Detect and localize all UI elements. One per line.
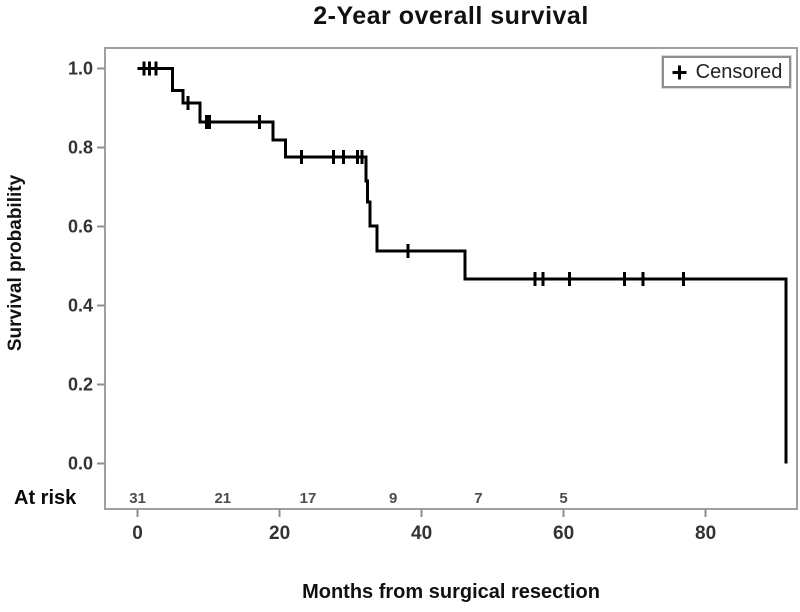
legend-censored: Censored	[662, 56, 791, 88]
at-risk-count: 9	[389, 490, 397, 507]
y-axis-tick-label: 0.6	[68, 216, 93, 236]
y-axis-tick-label: 0.8	[68, 137, 93, 157]
at-risk-count: 21	[214, 490, 231, 507]
x-axis-tick-label: 40	[411, 523, 432, 544]
at-risk-count: 31	[129, 490, 146, 507]
chart-title: 2-Year overall survival	[313, 2, 589, 30]
x-axis-tick-label: 80	[695, 523, 716, 544]
x-axis-tick-label: 0	[132, 523, 143, 544]
y-axis-tick-label: 0.2	[68, 374, 93, 394]
y-axis-tick-label: 0.4	[68, 295, 93, 315]
at-risk-count: 17	[300, 490, 317, 507]
at-risk-label: At risk	[14, 487, 77, 509]
at-risk-count: 7	[474, 490, 482, 507]
x-axis-tick-label: 60	[553, 523, 574, 544]
censored-plus-icon	[672, 65, 687, 79]
plot-border	[104, 47, 798, 510]
legend-label: Censored	[695, 61, 783, 83]
y-axis-tick-label: 1.0	[68, 58, 93, 78]
at-risk-count: 5	[559, 490, 567, 507]
x-axis-tick-label: 20	[269, 523, 290, 544]
km-curve	[137, 66, 788, 464]
y-axis-tick-label: 0.0	[68, 453, 93, 473]
x-axis-title: Months from surgical resection	[302, 581, 600, 603]
